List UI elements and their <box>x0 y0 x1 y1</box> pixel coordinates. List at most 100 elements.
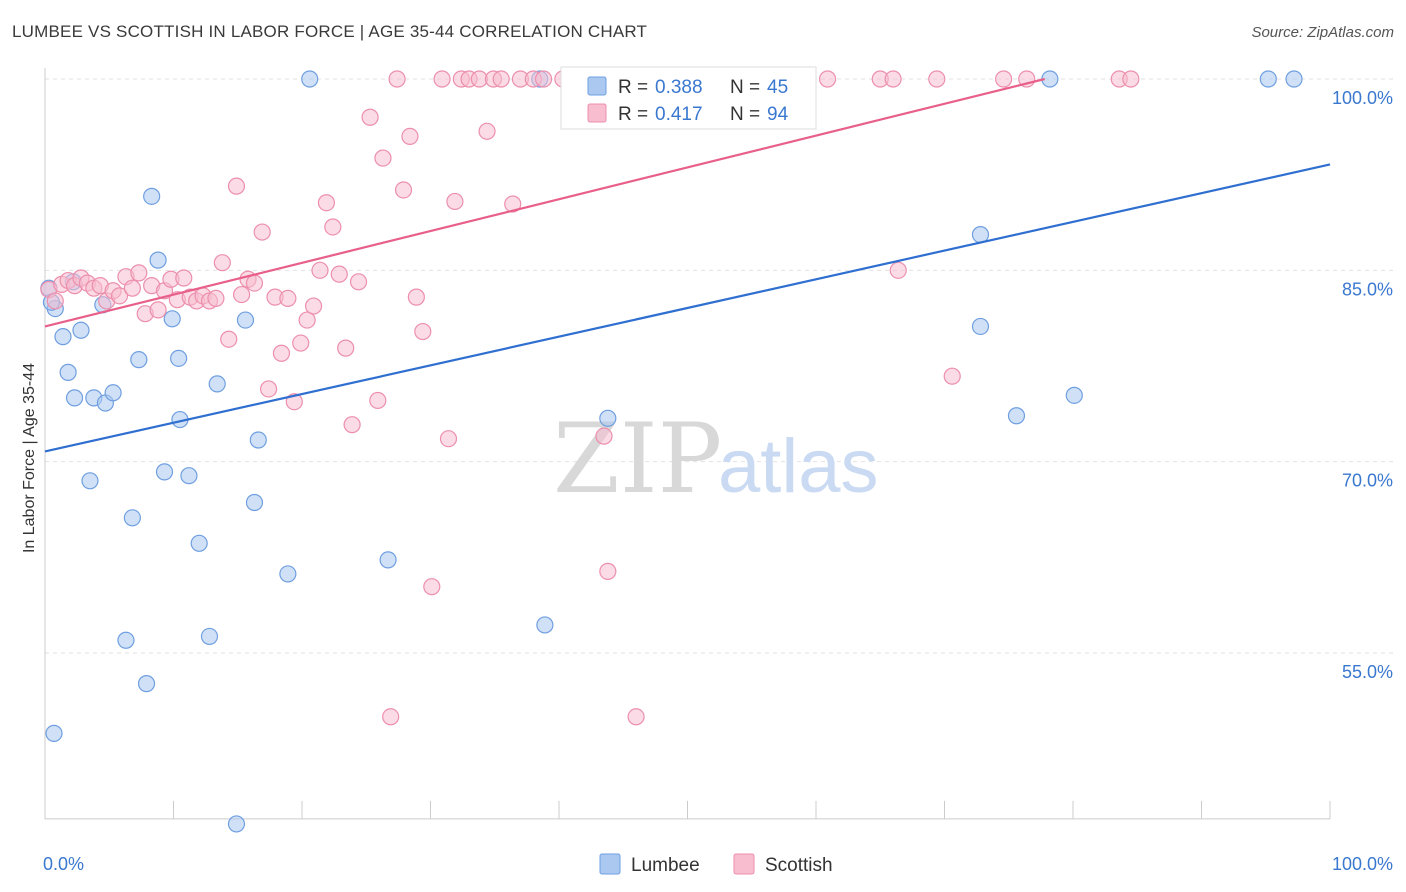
scottish-point <box>627 708 645 726</box>
scottish-point <box>233 285 251 304</box>
scottish-point <box>324 218 342 236</box>
scottish-point <box>423 578 441 596</box>
lumbee-point <box>190 534 208 552</box>
scottish-point <box>599 562 617 580</box>
lumbee-point <box>170 349 188 367</box>
scottish-point <box>374 149 392 167</box>
y-tick-label: 100.0% <box>1332 88 1393 108</box>
scottish-point <box>595 427 613 445</box>
stats-legend: R = 0.388 N = 45 R = 0.417 N = 94 <box>560 66 817 130</box>
axes <box>44 68 1331 820</box>
stats-swatch <box>587 103 607 123</box>
lumbee-point <box>200 627 219 646</box>
scottish-point <box>311 261 329 279</box>
scottish-point <box>943 367 961 385</box>
scottish-point <box>343 416 361 434</box>
lumbee-point <box>236 311 255 329</box>
scottish-point <box>995 70 1013 88</box>
lumbee-point <box>117 631 135 649</box>
scottish-point <box>394 181 413 199</box>
legend-swatch <box>733 853 755 875</box>
lumbee-point <box>45 724 63 742</box>
scottish-point <box>401 127 419 145</box>
stats-n-value: 45 <box>767 77 788 98</box>
scottish-trend-line <box>44 77 1045 328</box>
chart-source: Source: ZipAtlas.com <box>1251 24 1394 41</box>
scottish-point <box>298 311 316 329</box>
scottish-point <box>884 70 902 88</box>
lumbee-point <box>155 463 174 481</box>
chart-title: LUMBEE VS SCOTTISH IN LABOR FORCE | AGE … <box>12 22 648 41</box>
scottish-point <box>889 261 907 279</box>
legend-swatch <box>599 853 621 875</box>
scottish-point <box>292 334 310 352</box>
lumbee-point <box>227 815 246 833</box>
scottish-point <box>504 195 522 213</box>
stats-n-label: N = <box>730 104 760 125</box>
lumbee-point <box>536 616 554 634</box>
scottish-point <box>220 330 238 348</box>
stats-r-label: R = <box>618 104 648 125</box>
stats-r-label: R = <box>618 77 648 98</box>
lumbee-point <box>163 310 181 328</box>
scottish-point <box>478 122 496 140</box>
scottish-point <box>149 301 167 319</box>
lumbee-trend-line <box>44 163 1331 453</box>
lumbee-point <box>379 551 397 569</box>
scottish-point <box>207 289 225 307</box>
lumbee-point <box>130 351 148 369</box>
legend-label: Lumbee <box>631 855 700 876</box>
scottish-point <box>1122 70 1140 88</box>
scottish-point <box>130 264 148 282</box>
lumbee-point <box>208 375 226 393</box>
lumbee-point <box>143 187 161 205</box>
lumbee-point <box>971 317 990 336</box>
scottish-point <box>407 288 425 306</box>
legend-label: Scottish <box>765 855 833 876</box>
lumbee-point <box>1259 70 1277 88</box>
stats-r-value: 0.417 <box>655 104 703 125</box>
lumbee-point <box>180 467 198 485</box>
grid-lines <box>45 78 1395 654</box>
scottish-point <box>330 265 348 283</box>
scottish-point <box>123 279 141 297</box>
scottish-point <box>361 108 379 126</box>
lumbee-point <box>149 251 167 269</box>
scottish-point <box>279 289 297 307</box>
scottish-point <box>317 194 336 212</box>
scottish-point <box>369 391 387 410</box>
lumbee-point <box>599 409 617 427</box>
scottish-point <box>227 177 246 195</box>
scottish-point <box>492 70 510 88</box>
scottish-point <box>213 254 231 272</box>
scottish-point <box>534 70 553 88</box>
scottish-point <box>433 70 451 88</box>
scottish-point <box>337 339 355 357</box>
scottish-point <box>414 322 432 341</box>
scottish-point <box>439 430 458 448</box>
tick-labels: 100.0% 85.0% 70.0% 55.0% 0.0% 100.0% <box>43 88 1393 874</box>
lumbee-point <box>249 431 267 449</box>
y-tick-label: 70.0% <box>1342 471 1393 491</box>
y-axis-label: In Labor Force | Age 35-44 <box>21 363 38 553</box>
scottish-point <box>272 344 291 362</box>
lumbee-point <box>65 389 84 407</box>
lumbee-point <box>104 384 122 402</box>
series-legend: Lumbee Scottish <box>599 853 833 876</box>
scottish-point <box>818 70 837 88</box>
scottish-point <box>388 70 406 88</box>
stats-swatch <box>587 76 607 96</box>
scottish-point <box>46 292 64 310</box>
lumbee-point <box>279 565 297 583</box>
scottish-point <box>245 274 264 292</box>
x-tick-label: 0.0% <box>43 854 84 874</box>
scottish-point <box>175 269 193 287</box>
scottish-point <box>446 192 464 211</box>
watermark-atlas: atlas <box>718 424 879 509</box>
watermark: ZIP atlas <box>553 403 879 515</box>
lumbee-point <box>301 70 319 88</box>
lumbee-point <box>81 472 99 490</box>
lumbee-point <box>137 675 156 693</box>
lumbee-point <box>123 509 141 527</box>
